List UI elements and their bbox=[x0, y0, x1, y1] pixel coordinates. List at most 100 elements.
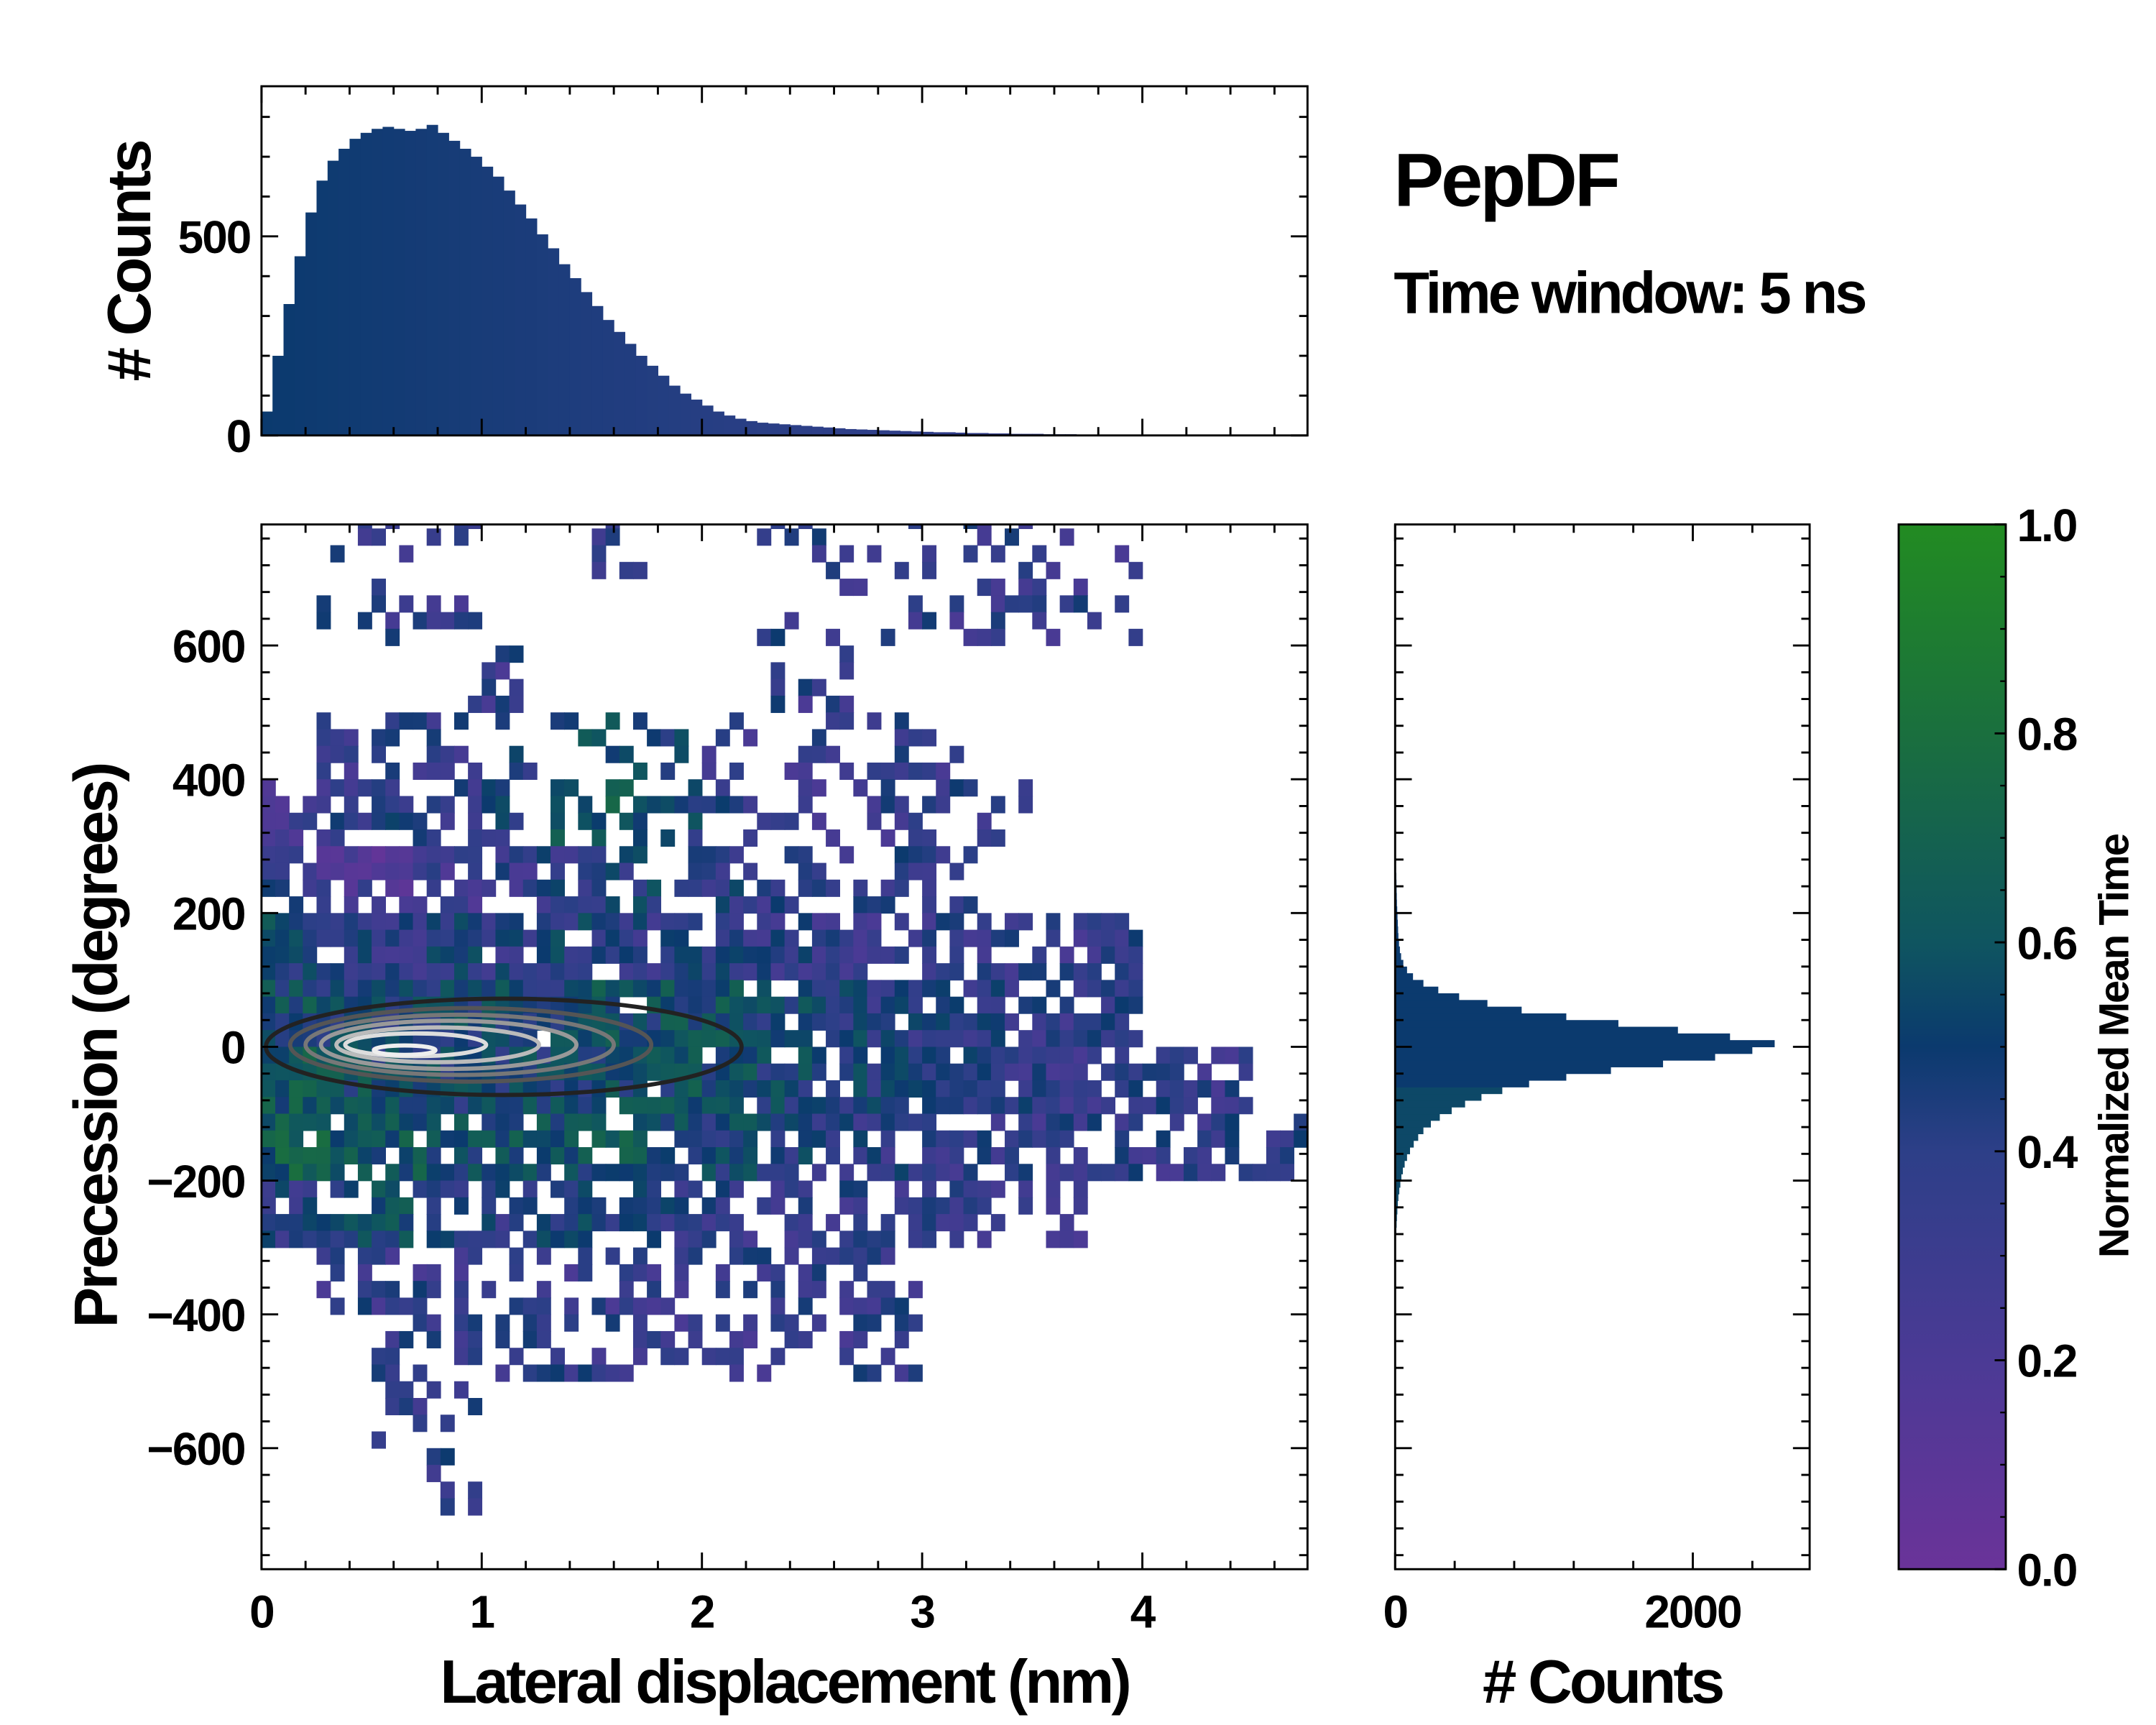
heatmap-cell bbox=[372, 1113, 387, 1131]
heatmap-cell bbox=[289, 1230, 304, 1248]
heatmap-cell bbox=[647, 1281, 662, 1299]
heatmap-cell bbox=[1115, 1030, 1130, 1048]
heatmap-cell bbox=[1115, 913, 1130, 931]
heatmap-cell bbox=[1128, 996, 1143, 1014]
heatmap-cell bbox=[922, 1080, 937, 1098]
heatmap-cell bbox=[399, 1164, 414, 1182]
heatmap-cell bbox=[495, 829, 510, 847]
heatmap-cell bbox=[468, 524, 483, 530]
heatmap-cell bbox=[908, 1164, 923, 1182]
heatmap-cell bbox=[1142, 1063, 1157, 1081]
heatmap-cell bbox=[894, 796, 909, 814]
heatmap-cell bbox=[564, 1113, 579, 1131]
histogram-bar bbox=[614, 331, 626, 436]
heatmap-cell bbox=[729, 1113, 744, 1131]
heatmap-cell bbox=[316, 862, 331, 880]
heatmap-cell bbox=[316, 913, 331, 931]
heatmap-cell bbox=[1115, 1113, 1130, 1131]
heatmap-cell bbox=[1101, 1097, 1116, 1115]
histogram-bar bbox=[658, 375, 670, 436]
heatmap-cell bbox=[867, 1097, 882, 1115]
heatmap-cell bbox=[715, 779, 730, 797]
heatmap-cell bbox=[963, 1046, 978, 1064]
heatmap-cell bbox=[1156, 1130, 1171, 1148]
heatmap-cell bbox=[798, 524, 813, 530]
x-tick-label: 4 bbox=[1130, 1586, 1156, 1638]
heatmap-cell bbox=[715, 796, 730, 814]
heatmap-cell bbox=[399, 980, 414, 998]
heatmap-cell bbox=[688, 1097, 703, 1115]
heatmap-cell bbox=[1059, 1030, 1074, 1048]
x-tick-label: 0 bbox=[249, 1586, 274, 1638]
heatmap-cell bbox=[509, 963, 524, 981]
heatmap-cell bbox=[413, 846, 428, 864]
heatmap-cell bbox=[413, 1180, 428, 1198]
heatmap-cell bbox=[853, 980, 868, 998]
heatmap-cell bbox=[357, 1164, 372, 1182]
heatmap-cell bbox=[757, 1097, 772, 1115]
heatmap-cell bbox=[798, 1197, 813, 1215]
heatmap-cell bbox=[729, 1330, 744, 1348]
heatmap-cell bbox=[647, 1164, 662, 1182]
heatmap-cell bbox=[674, 1164, 689, 1182]
colorbar: 0.00.20.40.60.81.0 bbox=[1897, 500, 2080, 1596]
heatmap-cell bbox=[894, 1364, 909, 1382]
heatmap-cell bbox=[357, 1097, 372, 1115]
heatmap-cell bbox=[715, 1180, 730, 1198]
heatmap-cell bbox=[316, 762, 331, 780]
heatmap-cell bbox=[344, 929, 359, 947]
heatmap-cell bbox=[426, 1381, 441, 1399]
heatmap-cell bbox=[550, 980, 565, 998]
heatmap-cell bbox=[688, 1130, 703, 1148]
contour-line bbox=[372, 1043, 438, 1057]
histogram-bar bbox=[558, 264, 571, 436]
heatmap-cell bbox=[688, 963, 703, 981]
heatmap-cell bbox=[1059, 946, 1074, 964]
heatmap-cell bbox=[990, 612, 1005, 630]
heatmap-cell bbox=[522, 929, 538, 947]
histogram-bar bbox=[1395, 926, 1399, 934]
heatmap-cell bbox=[743, 829, 758, 847]
heatmap-cell bbox=[1156, 1164, 1171, 1182]
heatmap-cell bbox=[440, 1164, 455, 1182]
heatmap-cell bbox=[936, 913, 951, 931]
heatmap-cell bbox=[811, 1097, 826, 1115]
axes-frame bbox=[260, 85, 1309, 437]
heatmap-cell bbox=[660, 1214, 676, 1232]
heatmap-cell bbox=[550, 1364, 565, 1382]
heatmap-cell bbox=[413, 829, 428, 847]
heatmap-cell bbox=[357, 612, 372, 630]
heatmap-cell bbox=[591, 829, 607, 847]
histogram-bar bbox=[1395, 1033, 1731, 1041]
heatmap-cell bbox=[839, 1180, 854, 1198]
heatmap-cell bbox=[647, 980, 662, 998]
heatmap-cell bbox=[426, 1230, 441, 1248]
heatmap-cell bbox=[536, 1230, 551, 1248]
heatmap-cell bbox=[440, 762, 455, 780]
x-tick-label: 2000 bbox=[1644, 1586, 1741, 1638]
heatmap-cell bbox=[1059, 1113, 1074, 1131]
heatmap-cell bbox=[990, 595, 1005, 613]
heatmap-cell bbox=[936, 762, 951, 780]
histogram-bar bbox=[1395, 1093, 1482, 1101]
heatmap-cell bbox=[977, 1130, 992, 1148]
heatmap-cell bbox=[660, 729, 676, 747]
heatmap-cell bbox=[453, 1147, 469, 1165]
heatmap-cell bbox=[880, 946, 895, 964]
heatmap-cell bbox=[632, 1297, 648, 1315]
heatmap-cell bbox=[839, 1281, 854, 1299]
heatmap-cell bbox=[468, 1498, 483, 1516]
histogram-bar bbox=[823, 427, 835, 436]
heatmap-cell bbox=[922, 1197, 937, 1215]
heatmap-cell bbox=[784, 812, 799, 830]
heatmap-cell bbox=[674, 1197, 689, 1215]
heatmap-cell bbox=[977, 528, 992, 546]
heatmap-cell bbox=[647, 1063, 662, 1081]
heatmap-cell bbox=[1115, 1080, 1130, 1098]
heatmap-cell bbox=[1128, 980, 1143, 998]
heatmap-cell bbox=[811, 528, 826, 546]
heatmap-cell bbox=[784, 996, 799, 1014]
heatmap-cell bbox=[688, 862, 703, 880]
histogram-bar bbox=[482, 166, 494, 436]
heatmap-cell bbox=[261, 1180, 276, 1198]
